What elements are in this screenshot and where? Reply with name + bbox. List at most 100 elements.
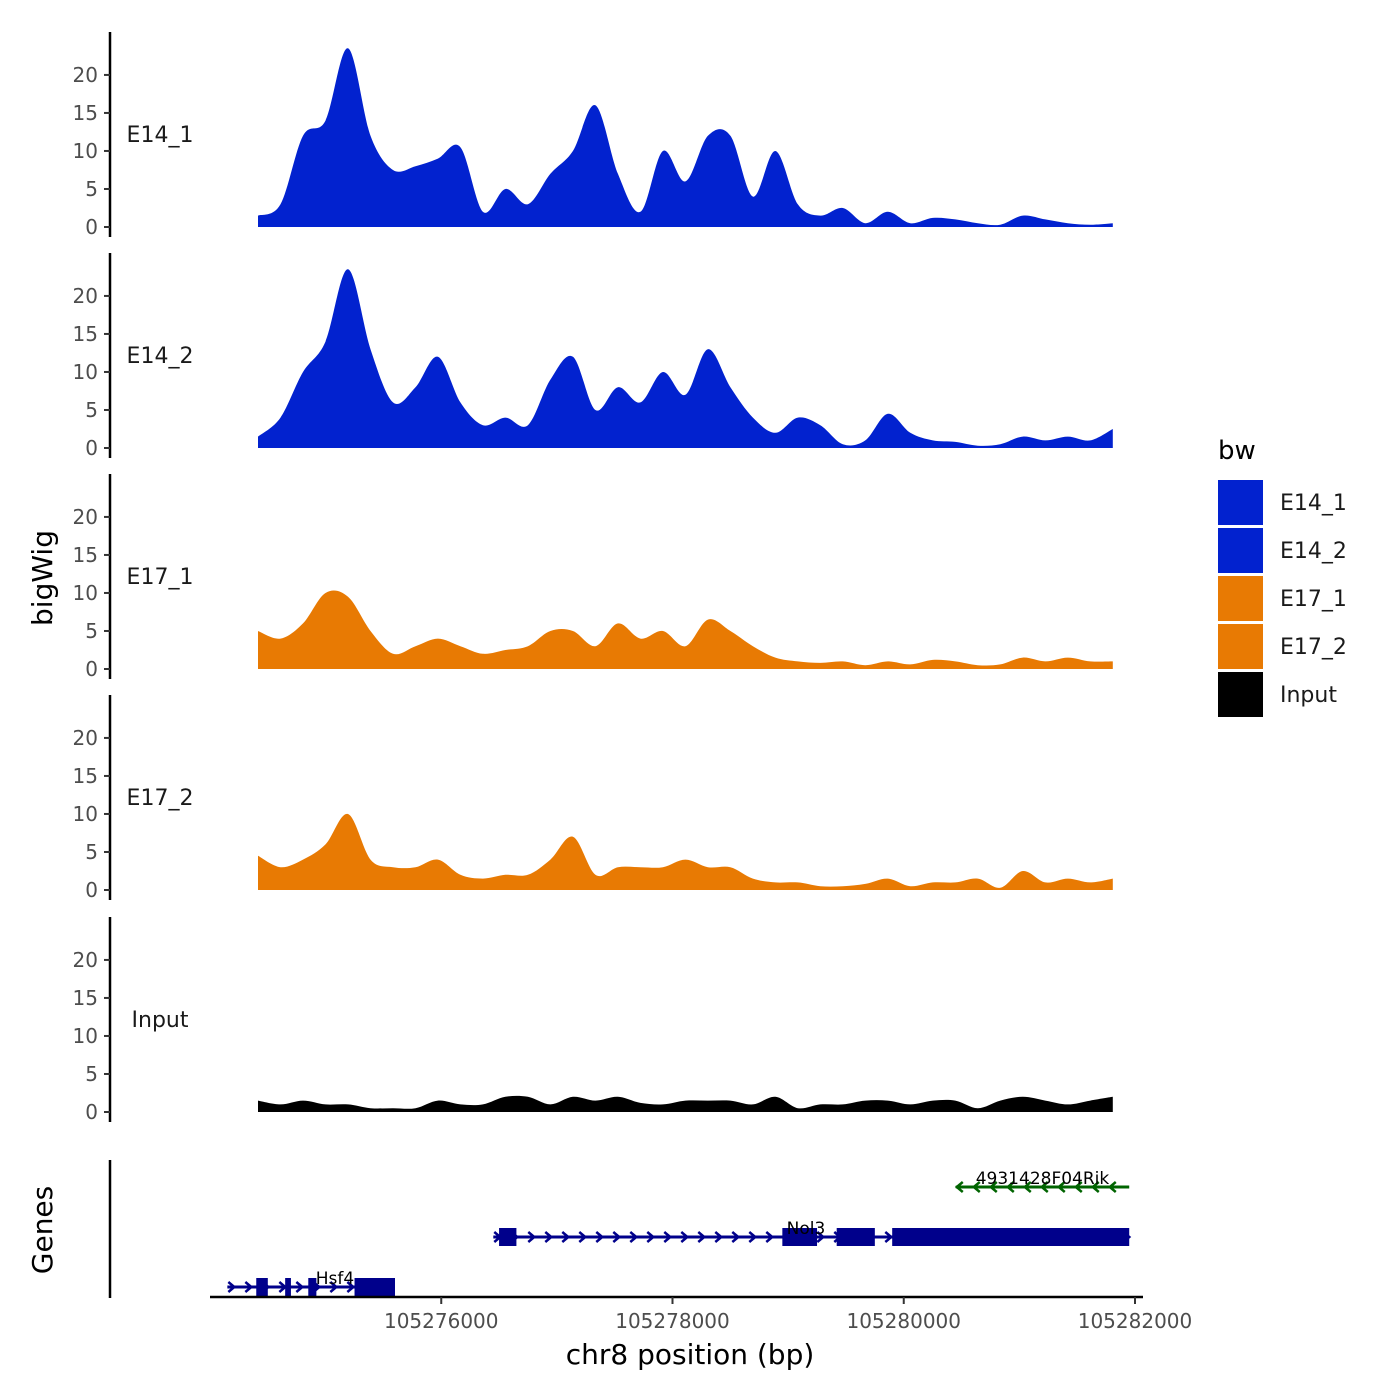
gene-label: Hsf4 — [316, 1269, 354, 1289]
legend-title: bw — [1218, 436, 1256, 466]
y-tick-label: 0 — [85, 878, 98, 902]
strand-chevron — [1090, 1181, 1100, 1193]
strand-chevron — [227, 1281, 237, 1293]
exon — [285, 1278, 291, 1296]
exon — [354, 1278, 395, 1296]
x-tick-label: 105282000 — [1078, 1309, 1193, 1333]
gene-label: 4931428F04Rik — [976, 1169, 1110, 1189]
y-tick-label: 5 — [85, 398, 98, 422]
y-tick-label: 5 — [85, 619, 98, 643]
y-tick-label: 5 — [85, 1062, 98, 1086]
legend-swatch-E14_1 — [1218, 480, 1263, 525]
strand-chevron — [714, 1231, 724, 1243]
strand-chevron — [697, 1231, 707, 1243]
legend-label-Input: Input — [1280, 683, 1337, 708]
strand-chevron — [1039, 1181, 1049, 1193]
exon — [836, 1228, 875, 1246]
x-tick-label: 105276000 — [384, 1309, 499, 1333]
strand-chevron — [629, 1231, 639, 1243]
area-E14_2 — [258, 269, 1113, 448]
legend-label-E17_1: E17_1 — [1280, 587, 1347, 612]
area-E17_2 — [258, 813, 1113, 890]
y-tick-label: 10 — [73, 139, 98, 163]
y-tick-label: 20 — [73, 284, 98, 308]
x-axis: 105276000 105278000 105280000 105282000 — [210, 1295, 1193, 1333]
area-Input — [258, 1095, 1113, 1112]
y-axis-title: bigWig — [26, 530, 59, 626]
y-tick-label: 20 — [73, 726, 98, 750]
exon — [892, 1228, 1130, 1246]
area-E14_1 — [258, 48, 1113, 227]
exon — [782, 1228, 818, 1246]
track-E14_2: 0 5 10 15 20 E14_2 — [73, 253, 1113, 460]
gene-Nol3: Nol3 — [493, 1219, 1132, 1246]
exon — [499, 1228, 517, 1246]
strand-chevron — [1107, 1181, 1117, 1193]
strand-chevron — [1056, 1181, 1066, 1193]
strand-chevron — [1073, 1181, 1083, 1193]
y-tick-label: 15 — [73, 101, 98, 125]
track-label-E17_2: E17_2 — [127, 786, 194, 811]
y-tick-label: 10 — [73, 360, 98, 384]
strand-chevron — [988, 1181, 998, 1193]
strand-chevron — [680, 1231, 690, 1243]
strand-chevron — [1022, 1181, 1032, 1193]
track-label-Input: Input — [132, 1008, 189, 1033]
y-tick-label: 10 — [73, 581, 98, 605]
y-tick-label: 15 — [73, 322, 98, 346]
x-axis-title: chr8 position (bp) — [566, 1338, 815, 1371]
strand-chevron — [578, 1231, 588, 1243]
strand-chevron — [971, 1181, 981, 1193]
y-tick-label: 15 — [73, 543, 98, 567]
y-tick-label: 0 — [85, 657, 98, 681]
y-tick-label: 0 — [85, 1100, 98, 1124]
strand-chevron — [561, 1231, 571, 1243]
genes-axis-title: Genes — [26, 1186, 59, 1274]
strand-chevron — [954, 1181, 964, 1193]
y-tick-label: 0 — [85, 436, 98, 460]
gene-track: 4931428F04Rik Nol3 Hsf4 — [108, 1160, 1132, 1298]
strand-chevron — [527, 1231, 537, 1243]
y-tick-label: 20 — [73, 948, 98, 972]
strand-chevron — [544, 1231, 554, 1243]
gene-Hsf4: Hsf4 — [227, 1269, 395, 1296]
y-tick-label: 0 — [85, 215, 98, 239]
legend-swatch-E14_2 — [1218, 528, 1263, 573]
y-tick-label: 20 — [73, 63, 98, 87]
exon — [256, 1278, 268, 1296]
strand-chevron — [765, 1231, 775, 1243]
legend-label-E17_2: E17_2 — [1280, 635, 1347, 660]
gene-label: Nol3 — [787, 1219, 826, 1239]
y-tick-label: 5 — [85, 177, 98, 201]
legend-label-E14_1: E14_1 — [1280, 491, 1347, 516]
y-tick-label: 10 — [73, 1024, 98, 1048]
track-panels: 05101520E14_105101520E14_205101520E17_10… — [73, 32, 1113, 1124]
legend: bw E14_1 E14_2 E17_1 E17_2 Input — [1218, 436, 1347, 717]
track-E17_1: 0 5 10 15 20 E17_1 — [73, 474, 1113, 681]
strand-chevron — [663, 1231, 673, 1243]
strand-chevron — [329, 1281, 339, 1293]
strand-chevron — [646, 1231, 656, 1243]
area-E17_1 — [258, 590, 1113, 669]
x-tick-label: 105278000 — [615, 1309, 730, 1333]
y-tick-label: 20 — [73, 505, 98, 529]
strand-chevron — [595, 1231, 605, 1243]
strand-chevron — [884, 1231, 894, 1243]
y-tick-label: 15 — [73, 986, 98, 1010]
y-tick-label: 10 — [73, 802, 98, 826]
exon — [308, 1278, 317, 1296]
track-Input: 0 5 10 15 20 Input — [73, 917, 1113, 1124]
x-tick-label: 105280000 — [846, 1309, 961, 1333]
strand-chevron — [1005, 1181, 1015, 1193]
strand-chevron — [731, 1231, 741, 1243]
legend-swatch-E17_1 — [1218, 576, 1263, 621]
strand-chevron — [244, 1281, 254, 1293]
strand-chevron — [748, 1231, 758, 1243]
strand-chevron — [816, 1231, 826, 1243]
strand-chevron — [346, 1281, 356, 1293]
legend-swatch-Input — [1218, 672, 1263, 717]
strand-chevron — [612, 1231, 622, 1243]
track-label-E14_1: E14_1 — [127, 123, 194, 148]
track-E14_1: 0 5 10 15 20 E14_1 — [73, 32, 1113, 239]
